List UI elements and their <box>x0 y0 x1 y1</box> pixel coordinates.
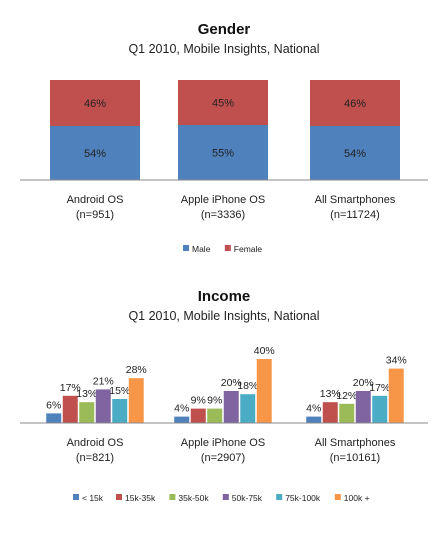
gender-category-label: All Smartphones (n=11724) <box>315 194 396 221</box>
income-value-label: 9% <box>207 395 222 407</box>
gender-category-labels: Android OS (n=951) Apple iPhone OS (n=3336)… <box>67 194 396 221</box>
income-bar-100k-3 <box>388 368 404 423</box>
income-category-label-line: Android OS <box>67 437 124 449</box>
gender-category-label-line: All Smartphones <box>315 194 396 206</box>
income-bar-100k-2 <box>256 359 272 423</box>
income-bar-75k-100k-1 <box>112 399 128 423</box>
gender-value-label: 55% <box>212 148 234 160</box>
gender-category-label-line: (n=951) <box>76 209 114 221</box>
gender-value-label: 54% <box>344 148 366 160</box>
income-bar-15k-35k-1 <box>62 395 78 423</box>
income-value-label: 40% <box>254 345 275 357</box>
income-bar-15k-3 <box>306 416 322 423</box>
income-bar-35k-50k-1 <box>79 402 95 423</box>
gender-chart-title: Gender <box>198 21 251 38</box>
legend-label-75k-100k: 75k-100k <box>285 493 321 503</box>
income-category-label-line: (n=821) <box>76 452 114 464</box>
income-value-label: 34% <box>386 355 407 367</box>
gender-category-label-line: (n=11724) <box>330 209 380 221</box>
income-category-label-line: Apple iPhone OS <box>181 437 265 449</box>
gender-legend: Male Female <box>183 244 262 254</box>
income-legend: < 15k 15k-35k 35k-50k 50k-75k 75k-100k 100k + <box>73 493 370 503</box>
income-bar-15k-35k-2 <box>190 408 206 423</box>
income-value-label: 28% <box>126 364 147 376</box>
income-category-labels: Android OS (n=821) Apple iPhone OS (n=2907)… <box>67 437 396 464</box>
income-bar-15k-2 <box>174 416 190 423</box>
legend-swatch-75k-100k <box>276 494 283 500</box>
gender-bar-female-3 <box>310 80 400 126</box>
legend-label-15k-35k: 15k-35k <box>125 493 156 503</box>
legend-label-100k: 100k + <box>344 493 370 503</box>
gender-category-label: Apple iPhone OS (n=3336) <box>181 194 265 221</box>
income-value-label: 20% <box>353 377 374 389</box>
income-bar-50k-75k-1 <box>95 389 111 423</box>
income-category-label-line: (n=10161) <box>330 452 380 464</box>
income-value-label: 9% <box>191 395 206 407</box>
gender-bar-female-1 <box>50 80 140 126</box>
gender-bar-male-2 <box>178 125 268 180</box>
income-value-label: 4% <box>306 403 321 415</box>
income-value-label: 20% <box>221 377 242 389</box>
income-value-label: 15% <box>109 385 130 397</box>
income-chart: Income Q1 2010, Mobile Insights, Nationa… <box>20 288 428 503</box>
income-bar-15k-35k-3 <box>322 402 338 423</box>
legend-swatch-35k-50k <box>169 494 176 500</box>
income-value-label: 12% <box>336 390 357 402</box>
legend-swatch-male <box>183 245 189 251</box>
income-category-label: All Smartphones (n=10161) <box>315 437 396 464</box>
income-chart-title: Income <box>198 288 251 305</box>
income-value-label: 17% <box>60 382 81 394</box>
income-value-label: 21% <box>93 375 114 387</box>
income-value-label: 18% <box>237 380 258 392</box>
income-category-label: Apple iPhone OS (n=2907) <box>181 437 265 464</box>
income-value-label: 17% <box>369 382 390 394</box>
gender-value-label: 54% <box>84 148 106 160</box>
legend-label-35k-50k: 35k-50k <box>178 493 209 503</box>
income-category-label-line: All Smartphones <box>315 437 396 449</box>
income-bar-75k-100k-2 <box>240 394 256 423</box>
legend-label-male: Male <box>192 244 211 254</box>
gender-category-label: Android OS (n=951) <box>67 194 124 221</box>
income-value-label: 4% <box>174 403 189 415</box>
gender-value-label: 46% <box>84 98 106 110</box>
income-category-label: Android OS (n=821) <box>67 437 124 464</box>
income-bar-50k-75k-2 <box>223 391 239 423</box>
gender-category-label-line: (n=3336) <box>201 209 245 221</box>
income-chart-subtitle: Q1 2010, Mobile Insights, National <box>128 309 319 323</box>
gender-value-label: 46% <box>344 98 366 110</box>
gender-bar-female-2 <box>178 80 268 125</box>
income-bar-75k-100k-3 <box>372 395 388 423</box>
income-bar-100k-1 <box>128 378 144 423</box>
legend-swatch-50k-75k <box>222 494 229 500</box>
gender-chart-subtitle: Q1 2010, Mobile Insights, National <box>128 42 319 56</box>
gender-category-label-line: Apple iPhone OS <box>181 194 265 206</box>
income-value-label: 13% <box>320 388 341 400</box>
legend-label-50k-75k: 50k-75k <box>232 493 263 503</box>
legend-label-female: Female <box>234 244 263 254</box>
legend-label-15k: < 15k <box>82 493 104 503</box>
income-bar-15k-1 <box>46 413 62 423</box>
legend-swatch-15k-35k <box>116 494 122 500</box>
gender-bars: 54% 46% 55% 45% 54% 46% <box>50 80 400 180</box>
income-bar-35k-50k-2 <box>207 408 223 423</box>
legend-swatch-15k <box>73 494 79 500</box>
income-value-label: 6% <box>46 399 61 411</box>
income-bars: 6%17%13%21%15%28%4%9% 9%20%18%40%4%13%12%… <box>46 345 407 423</box>
gender-value-label: 45% <box>212 98 234 110</box>
income-bar-35k-50k-3 <box>339 403 355 423</box>
income-value-label: 13% <box>76 388 97 400</box>
gender-bar-male-1 <box>50 126 140 180</box>
gender-category-label-line: Android OS <box>67 194 124 206</box>
income-bar-50k-75k-3 <box>355 391 371 423</box>
income-category-label-line: (n=2907) <box>201 452 245 464</box>
legend-swatch-female <box>224 245 231 251</box>
legend-swatch-100k <box>334 494 341 500</box>
gender-bar-male-3 <box>310 126 400 180</box>
gender-chart: Gender Q1 2010, Mobile Insights, Nationa… <box>20 21 428 254</box>
